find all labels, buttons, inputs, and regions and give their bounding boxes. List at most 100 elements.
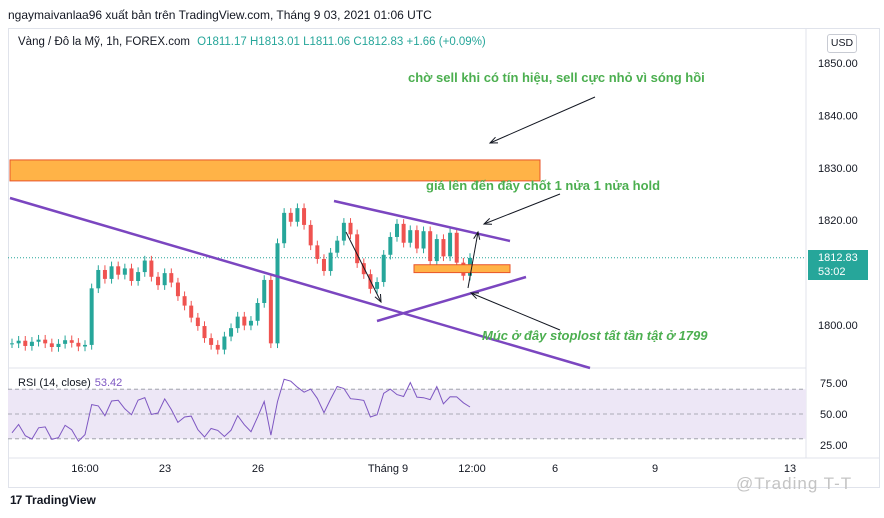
time-tick-label: 6 <box>552 463 558 475</box>
tradingview-brand[interactable]: 17 TradingView <box>10 493 96 507</box>
candle-body <box>116 266 121 275</box>
candle-body <box>215 344 220 350</box>
candle-body <box>414 230 419 249</box>
candle-body <box>454 232 459 263</box>
move-arrow-up <box>467 231 479 289</box>
candle-body <box>89 288 94 345</box>
last-price-tag: 1812.83 53:02 <box>808 250 868 280</box>
symbol-legend: Vàng / Đô la Mỹ, 1h, FOREX.com O1811.17 … <box>18 36 486 48</box>
candle-body <box>341 222 346 241</box>
candle-body <box>209 338 214 345</box>
candle-body <box>408 230 413 243</box>
candle-body <box>348 222 353 235</box>
sell-note-text: chờ sell khi có tín hiệu, sell cực nhỏ v… <box>408 70 705 85</box>
pointer-arrow-takeprofit <box>483 193 561 225</box>
candle-body <box>189 305 194 318</box>
pointer-arrow-sell <box>489 96 596 144</box>
candle-body <box>448 232 453 257</box>
candle-body <box>388 236 393 255</box>
tradingview-brand-label: TradingView <box>25 493 96 507</box>
candle-body <box>43 339 48 344</box>
rsi-series-line <box>11 378 471 443</box>
candle-body <box>335 240 340 253</box>
time-tick-label: 12:00 <box>458 463 486 475</box>
rsi-name: RSI (14, close) <box>18 377 91 389</box>
tradingview-logo-icon: 17 <box>10 493 22 507</box>
candle-body <box>355 234 360 264</box>
last-price-value: 1812.83 <box>818 252 858 264</box>
candle-body <box>262 279 267 303</box>
candle-body <box>156 276 161 286</box>
rsi-value: 53.42 <box>94 377 123 389</box>
candle-body <box>36 339 41 342</box>
candle-body <box>195 317 200 327</box>
candle-body <box>229 328 234 337</box>
publish-header: ngaymaivanlaa96 xuất bản trên TradingVie… <box>8 8 432 22</box>
pointer-arrow-sell-head <box>488 136 499 144</box>
ohlc-close: C1812.83 <box>353 36 404 48</box>
candle-body <box>175 282 180 297</box>
candle-body <box>295 208 300 222</box>
time-tick-label: 13 <box>784 463 796 475</box>
candle-body <box>49 343 54 348</box>
author-watermark: @Trading T-T <box>736 474 853 493</box>
candle-body <box>102 269 107 279</box>
candle-body <box>69 340 74 343</box>
candle-body <box>308 224 313 246</box>
candle-body <box>162 273 167 286</box>
candle-body <box>136 272 141 281</box>
pointer-arrow-entry-head <box>469 292 480 300</box>
price-tick-label: 1800.00 <box>818 320 858 332</box>
rsi-tick-label: 75.00 <box>820 378 848 390</box>
takeprofit-note-text: giá lên đến đây chốt 1 nửa 1 nửa hold <box>426 178 660 193</box>
last-price-countdown: 53:02 <box>818 266 846 278</box>
price-tick-label: 1830.00 <box>818 163 858 175</box>
price-tick-label: 1850.00 <box>818 58 858 70</box>
time-tick-label: 26 <box>252 463 264 475</box>
candle-body <box>315 245 320 259</box>
candle-body <box>122 268 127 275</box>
rsi-tick-label: 25.00 <box>820 440 848 452</box>
candle-body <box>248 320 253 326</box>
move-arrow-down-head <box>374 293 382 304</box>
time-tick-label: 16:00 <box>71 463 99 475</box>
candle-body <box>401 223 406 243</box>
trendline <box>376 275 527 323</box>
candle-body <box>255 302 260 321</box>
move-arrow-down <box>345 231 382 303</box>
candle-body <box>242 316 247 326</box>
time-tick-label: 23 <box>159 463 171 475</box>
candle-body <box>381 254 386 283</box>
trendline <box>9 196 591 370</box>
candle-body <box>394 223 399 237</box>
candle-body <box>302 208 307 225</box>
price-tick-label: 1840.00 <box>818 110 858 122</box>
candle-body <box>23 340 28 346</box>
candle-body <box>421 231 426 249</box>
candle-body <box>149 260 154 277</box>
ohlc-low: L1811.06 <box>303 36 351 48</box>
move-arrow-up-head <box>473 230 481 240</box>
candle-body <box>96 269 101 289</box>
candle-body <box>129 268 134 281</box>
price-tick-label: 1820.00 <box>818 215 858 227</box>
ohlc-change: +1.66 (+0.09%) <box>406 36 486 48</box>
rsi-legend: RSI (14, close) 53.42 <box>18 377 122 389</box>
currency-button[interactable]: USD <box>827 34 857 53</box>
candle-body <box>275 243 280 344</box>
time-tick-label: Tháng 9 <box>368 463 408 475</box>
candle-body <box>288 212 293 222</box>
ohlc-high: H1813.01 <box>250 36 300 48</box>
candle-body <box>434 239 439 262</box>
candle-body <box>428 231 433 262</box>
candle-body <box>10 343 14 345</box>
candle-body <box>202 326 207 339</box>
candle-body <box>16 340 21 344</box>
entry-note-text: Múc ở đây stoplost tất tần tật ở 1799 <box>482 328 708 343</box>
candle-body <box>29 341 34 346</box>
candle-body <box>169 273 174 283</box>
candle-body <box>441 239 446 257</box>
trendline <box>333 199 511 243</box>
candle-body <box>83 344 88 347</box>
